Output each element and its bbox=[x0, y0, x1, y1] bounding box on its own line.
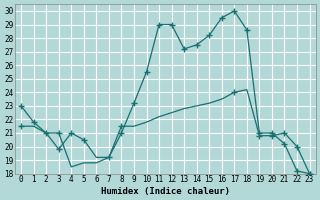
X-axis label: Humidex (Indice chaleur): Humidex (Indice chaleur) bbox=[101, 187, 230, 196]
